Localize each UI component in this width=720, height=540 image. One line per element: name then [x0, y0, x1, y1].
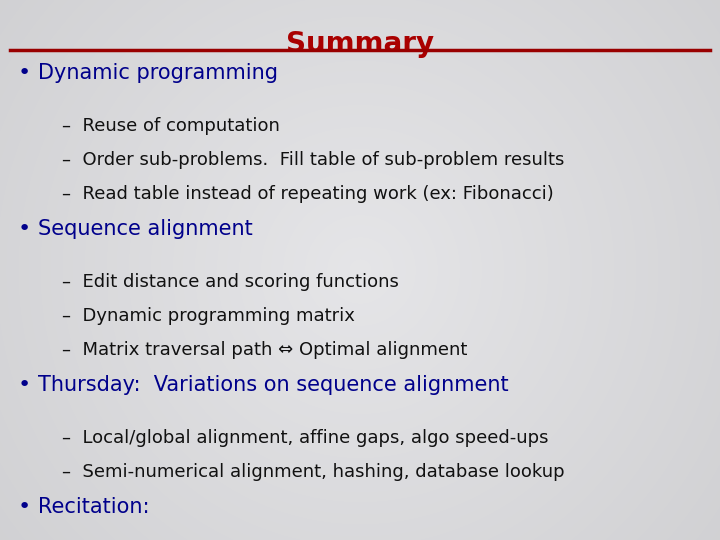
Text: Thursday:  Variations on sequence alignment: Thursday: Variations on sequence alignme…: [38, 375, 508, 395]
Text: Recitation:: Recitation:: [38, 497, 150, 517]
Text: •: •: [18, 63, 31, 83]
Text: •: •: [18, 497, 31, 517]
Text: –  Semi-numerical alignment, hashing, database lookup: – Semi-numerical alignment, hashing, dat…: [62, 463, 564, 481]
Text: –  Order sub-problems.  Fill table of sub-problem results: – Order sub-problems. Fill table of sub-…: [62, 151, 564, 169]
Text: –  Read table instead of repeating work (ex: Fibonacci): – Read table instead of repeating work (…: [62, 185, 554, 203]
Text: –  Edit distance and scoring functions: – Edit distance and scoring functions: [62, 273, 399, 291]
Text: –  Local/global alignment, affine gaps, algo speed-ups: – Local/global alignment, affine gaps, a…: [62, 429, 549, 447]
Text: –  Reuse of computation: – Reuse of computation: [62, 117, 280, 135]
Text: –  Matrix traversal path ⇔ Optimal alignment: – Matrix traversal path ⇔ Optimal alignm…: [62, 341, 467, 359]
Text: –  Dynamic programming matrix: – Dynamic programming matrix: [62, 307, 355, 325]
Text: Dynamic programming: Dynamic programming: [38, 63, 278, 83]
Text: Summary: Summary: [286, 30, 434, 58]
Text: •: •: [18, 375, 31, 395]
Text: Sequence alignment: Sequence alignment: [38, 219, 253, 239]
Text: •: •: [18, 219, 31, 239]
